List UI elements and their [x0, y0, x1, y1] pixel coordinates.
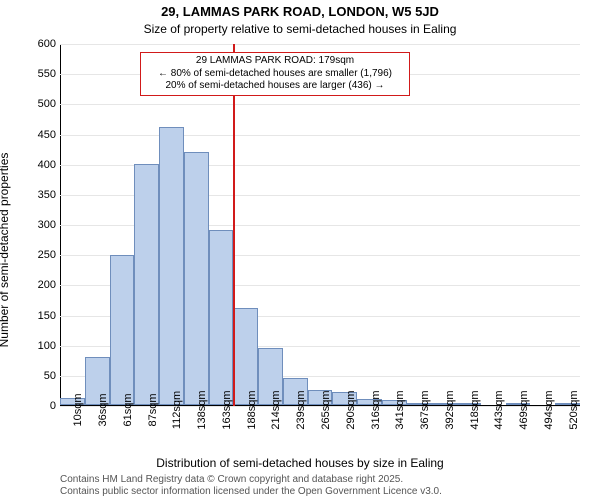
gridline-h [60, 44, 580, 45]
x-tick-label: 265sqm [320, 390, 332, 429]
annotation-line1: 29 LAMMAS PARK ROAD: 179sqm [145, 55, 405, 68]
histogram-bar [134, 164, 159, 405]
x-tick-label: 138sqm [196, 390, 208, 429]
x-tick-label: 469sqm [518, 390, 530, 429]
x-tick-label: 392sqm [444, 390, 456, 429]
histogram-bar [184, 152, 209, 405]
x-tick-label: 188sqm [246, 390, 258, 429]
x-tick-label: 112sqm [171, 391, 183, 429]
chart-title-line1: 29, LAMMAS PARK ROAD, LONDON, W5 5JD [0, 4, 600, 19]
x-tick-label: 290sqm [345, 390, 357, 429]
gridline-h [60, 104, 580, 105]
x-tick-label: 316sqm [370, 390, 382, 429]
x-tick-label: 239sqm [295, 390, 307, 429]
x-tick-label: 163sqm [221, 390, 233, 429]
annotation-box: 29 LAMMAS PARK ROAD: 179sqm← 80% of semi… [140, 52, 410, 96]
x-tick-label: 87sqm [147, 393, 159, 426]
y-tick-label: 550 [38, 68, 56, 80]
y-tick-label: 450 [38, 129, 56, 141]
x-tick-label: 36sqm [97, 393, 109, 426]
x-tick-label: 520sqm [568, 390, 580, 429]
gridline-h [60, 135, 580, 136]
y-tick-label: 350 [38, 189, 56, 201]
y-tick-label: 400 [38, 159, 56, 171]
x-tick-label: 367sqm [419, 390, 431, 429]
y-tick-label: 250 [38, 249, 56, 261]
x-tick-label: 341sqm [394, 390, 406, 429]
footer-line2: Contains public sector information licen… [60, 486, 442, 498]
y-tick-label: 100 [38, 340, 56, 352]
histogram-bar [159, 127, 184, 405]
plot-area: 05010015020025030035040045050055060010sq… [60, 44, 580, 406]
annotation-line2: ← 80% of semi-detached houses are smalle… [145, 68, 405, 81]
chart-container: 29, LAMMAS PARK ROAD, LONDON, W5 5JD Siz… [0, 0, 600, 500]
y-tick-label: 200 [38, 279, 56, 291]
y-tick-label: 300 [38, 219, 56, 231]
x-tick-label: 418sqm [469, 390, 481, 429]
x-tick-label: 214sqm [270, 390, 282, 429]
property-marker-line [233, 44, 235, 406]
x-tick-label: 443sqm [493, 390, 505, 429]
x-tick-label: 10sqm [72, 393, 84, 426]
footer-line1: Contains HM Land Registry data © Crown c… [60, 474, 442, 486]
footer-attribution: Contains HM Land Registry data © Crown c… [60, 474, 442, 498]
x-tick-label: 494sqm [543, 390, 555, 429]
y-tick-label: 500 [38, 98, 56, 110]
histogram-bar [209, 230, 234, 405]
annotation-line3: 20% of semi-detached houses are larger (… [145, 80, 405, 93]
y-axis-label: Number of semi-detached properties [0, 153, 11, 348]
y-tick-label: 50 [44, 370, 56, 382]
y-tick-label: 600 [38, 38, 56, 50]
chart-title-line2: Size of property relative to semi-detach… [0, 22, 600, 36]
x-tick-label: 61sqm [122, 393, 134, 426]
y-tick-label: 150 [38, 310, 56, 322]
x-axis-label: Distribution of semi-detached houses by … [0, 456, 600, 470]
histogram-bar [110, 255, 135, 405]
y-tick-label: 0 [50, 400, 56, 412]
